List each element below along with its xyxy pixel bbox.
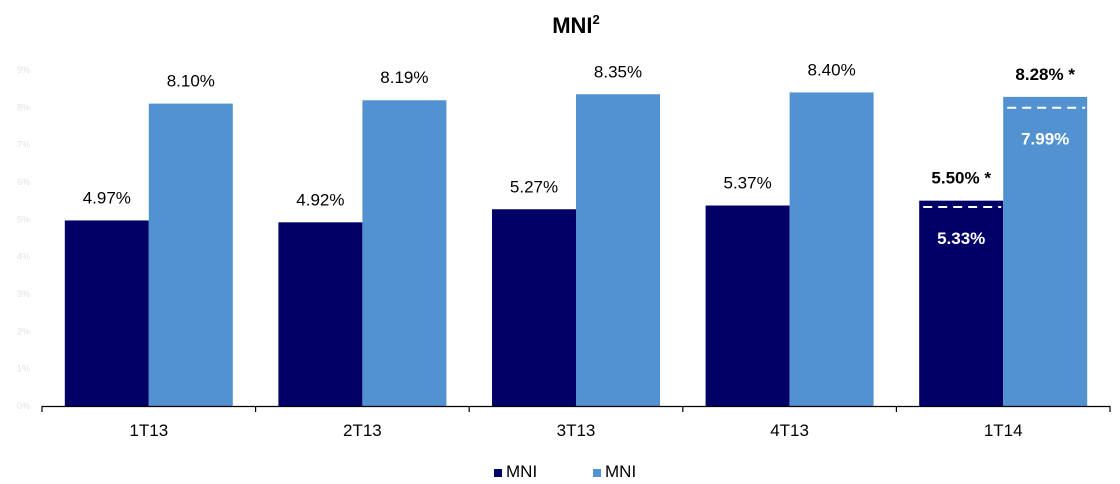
y-tick-label: 1% xyxy=(17,364,30,374)
data-label: 8.40% xyxy=(807,60,855,79)
legend-swatch xyxy=(494,469,502,477)
x-tick-label: 2T13 xyxy=(343,421,382,440)
data-label: 4.97% xyxy=(83,188,131,207)
x-tick-label: 4T13 xyxy=(770,421,809,440)
legend: MNI MNI xyxy=(494,462,636,481)
chart-title-superscript: 2 xyxy=(593,12,600,27)
bar-4T13-series-1 xyxy=(705,205,790,406)
legend-swatch xyxy=(593,469,601,477)
y-tick-label: 2% xyxy=(17,326,30,336)
bar-2T13-series-2 xyxy=(362,100,447,407)
y-axis: 0% 1% 2% 3% 4% 5% 6% 7% 8% 9% xyxy=(17,65,30,411)
annotations: 5.33% 7.99% xyxy=(923,106,1086,248)
bar-4T13-series-2 xyxy=(789,92,874,407)
data-label: 5.27% xyxy=(510,177,558,196)
annotation-label: 5.33% xyxy=(937,229,985,248)
x-tick-label: 1T14 xyxy=(984,421,1023,440)
bar-1T13-series-2 xyxy=(148,103,233,406)
chart-title: MNI2 xyxy=(552,12,600,38)
bar-1T13-series-1 xyxy=(64,220,149,406)
bar-2T13-series-1 xyxy=(278,222,363,406)
legend-label: MNI xyxy=(506,462,537,481)
data-label: 8.35% xyxy=(594,62,642,81)
annotation-label: 7.99% xyxy=(1021,130,1069,149)
bar-3T13-series-2 xyxy=(576,94,660,407)
legend-label: MNI xyxy=(605,462,636,481)
data-label: 5.50% * xyxy=(931,169,991,188)
y-tick-label: 7% xyxy=(17,140,30,150)
data-label: 5.37% xyxy=(723,174,771,193)
y-tick-label: 3% xyxy=(17,289,30,299)
data-label: 8.28% * xyxy=(1015,65,1075,84)
y-tick-label: 0% xyxy=(17,401,30,411)
y-tick-label: 5% xyxy=(17,214,30,224)
y-tick-label: 8% xyxy=(17,102,30,112)
x-tick-label: 3T13 xyxy=(557,421,596,440)
data-label: 4.92% xyxy=(296,190,344,209)
bar-1T14-series-2 xyxy=(1003,96,1088,406)
y-tick-label: 6% xyxy=(17,177,30,187)
data-label: 8.19% xyxy=(380,68,428,87)
chart-title-text: MNI xyxy=(552,13,592,38)
data-label: 8.10% xyxy=(167,72,215,91)
y-tick-label: 9% xyxy=(17,65,30,75)
x-tick-label: 1T13 xyxy=(129,421,168,440)
bars xyxy=(64,92,1088,407)
x-axis: 1T13 2T13 3T13 4T13 1T14 xyxy=(41,405,1111,440)
bar-3T13-series-1 xyxy=(492,209,576,406)
bar-1T14-series-1 xyxy=(919,200,1004,406)
data-labels: 4.97% 8.10% 4.92% 8.19% 5.27% 8.35% 5.37% 8.40%… xyxy=(83,60,1076,209)
y-tick-label: 4% xyxy=(17,252,30,262)
